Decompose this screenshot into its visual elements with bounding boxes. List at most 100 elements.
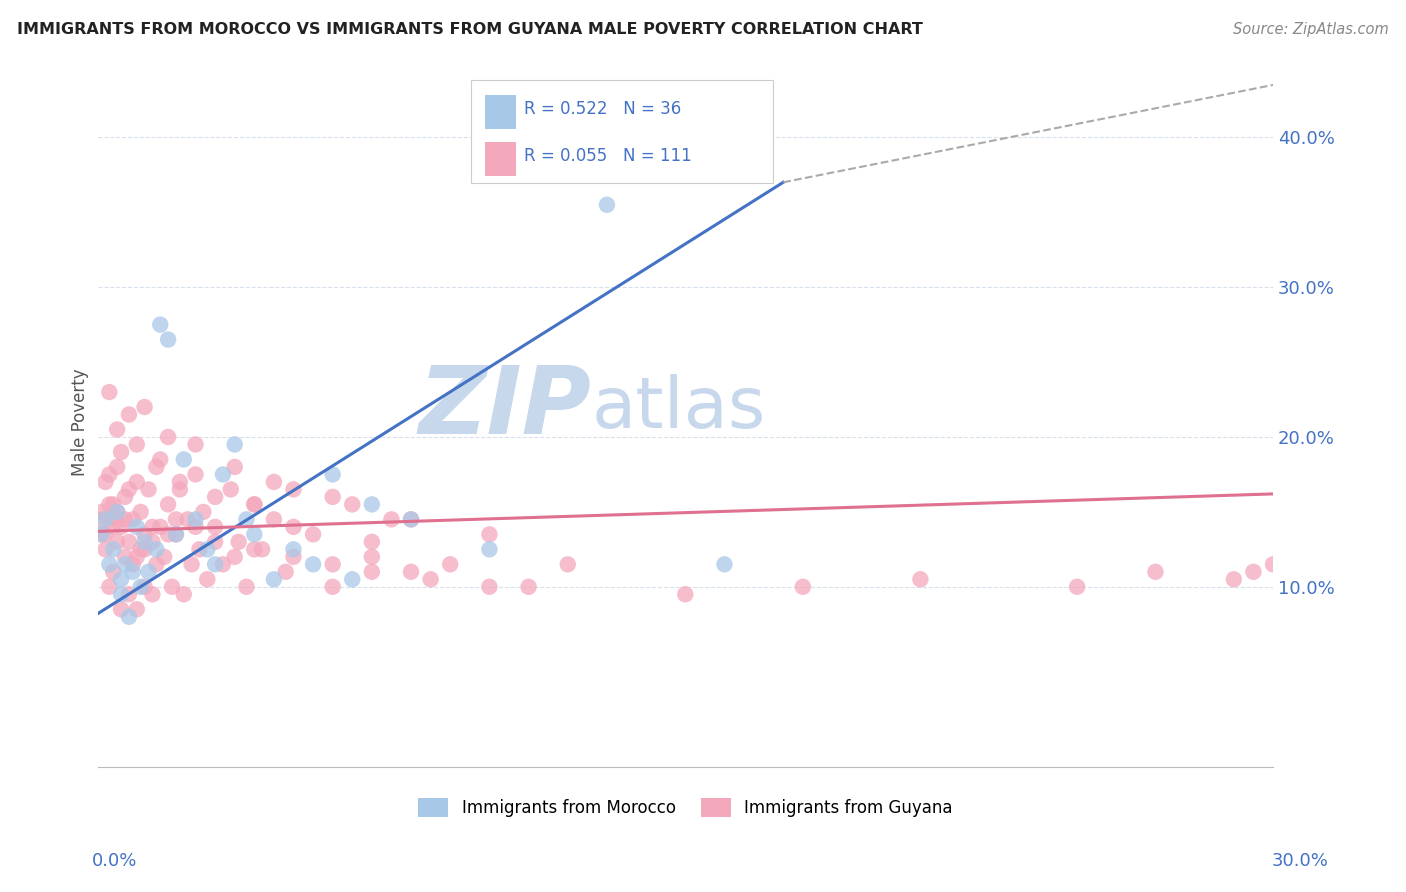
Point [110,445,132,459]
Point [121,558,143,572]
Point [98,467,121,482]
Point [94,512,117,526]
Point [114,558,136,572]
Point [129,505,152,519]
Point [173,452,195,467]
Point [224,549,246,564]
Point [105,459,128,474]
Point [235,512,257,526]
Point [118,609,141,624]
Point [90,505,112,519]
Point [283,520,305,534]
Point [145,558,167,572]
Point [517,580,540,594]
Point [557,558,579,572]
Point [243,497,266,511]
Point [125,437,148,451]
Point [98,580,121,594]
Text: ZIP: ZIP [419,362,592,454]
Point [110,587,132,601]
Point [1261,558,1284,572]
Point [157,527,180,541]
Point [90,527,112,541]
Point [134,527,156,541]
Point [129,580,152,594]
Point [118,587,141,601]
Text: atlas: atlas [592,374,766,442]
Point [145,459,167,474]
Point [195,542,218,557]
Point [283,542,305,557]
Point [910,572,932,586]
Point [125,602,148,616]
Point [134,400,156,414]
Legend: Immigrants from Morocco, Immigrants from Guyana: Immigrants from Morocco, Immigrants from… [412,791,959,823]
Point [173,587,195,601]
Point [153,549,176,564]
Point [360,565,382,579]
Point [478,527,501,541]
Point [160,580,183,594]
Point [263,512,285,526]
Point [165,527,187,541]
Point [149,520,172,534]
Text: Source: ZipAtlas.com: Source: ZipAtlas.com [1233,22,1389,37]
Point [105,422,128,436]
Point [134,580,156,594]
Point [212,558,235,572]
Point [243,527,266,541]
Point [157,430,180,444]
Point [165,512,187,526]
Point [98,512,121,526]
Point [98,497,121,511]
Point [399,565,422,579]
Point [184,512,207,526]
Point [110,602,132,616]
Point [360,549,382,564]
Point [380,512,402,526]
Point [399,512,422,526]
Point [138,483,160,497]
Point [105,505,128,519]
Point [118,534,141,549]
Point [302,527,325,541]
Point [219,483,242,497]
Point [165,527,187,541]
Point [114,512,136,526]
Point [204,520,226,534]
Text: 0.0%: 0.0% [91,852,136,870]
Point [322,580,344,594]
Point [243,542,266,557]
Point [1241,565,1264,579]
Point [439,558,461,572]
Point [184,437,207,451]
Point [105,534,128,549]
Point [103,497,125,511]
Point [176,512,198,526]
Point [184,520,207,534]
Point [138,565,160,579]
Point [149,452,172,467]
Point [243,497,266,511]
Point [713,558,735,572]
Point [322,490,344,504]
Point [141,534,163,549]
Text: 30.0%: 30.0% [1272,852,1329,870]
Point [180,558,202,572]
Point [1223,572,1246,586]
Point [792,580,814,594]
Point [478,580,501,594]
Point [125,475,148,489]
Point [478,542,501,557]
Point [103,565,125,579]
Point [125,520,148,534]
Point [134,534,156,549]
Point [129,542,152,557]
Point [98,385,121,400]
Point [110,572,132,586]
Point [125,549,148,564]
Point [224,437,246,451]
Point [322,558,344,572]
Point [157,333,180,347]
Point [193,505,215,519]
